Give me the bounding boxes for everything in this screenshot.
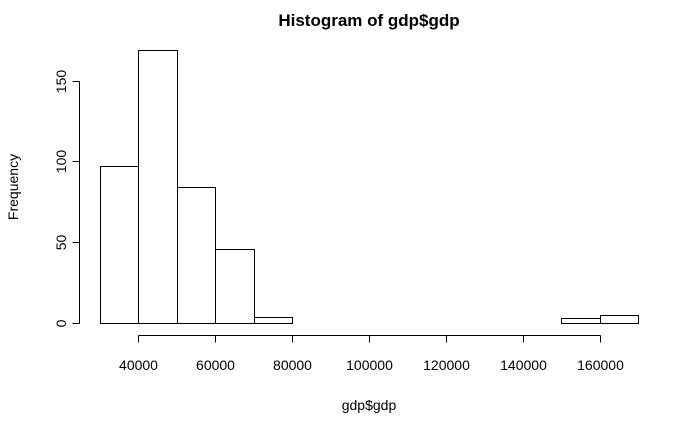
x-tick-label: 40000 [119,357,158,373]
x-axis: 40000 60000 80000 100000 120000 140000 160000 [119,335,624,373]
y-axis: 0 50 100 150 [53,70,80,327]
chart-title: Histogram of gdp$gdp [278,11,459,30]
histogram-bar [100,166,139,324]
x-tick-label: 120000 [423,357,470,373]
histogram-bar [215,249,255,324]
y-tick-label: 0 [53,319,69,327]
y-tick-label: 100 [53,150,69,174]
y-axis-label: Frequency [5,154,21,220]
histogram-bar [177,187,216,324]
bars-group [100,50,639,324]
x-tick-label: 160000 [577,357,624,373]
y-tick-label: 150 [53,70,69,94]
histogram-bar [138,50,178,324]
x-tick-label: 100000 [346,357,393,373]
x-axis-label: gdp$gdp [342,397,397,413]
x-tick-label: 140000 [500,357,547,373]
x-tick-label: 80000 [273,357,312,373]
histogram-bar [600,315,639,324]
x-tick-label: 60000 [196,357,235,373]
histogram-bar [254,317,293,324]
histogram-bar [561,318,601,324]
y-tick-label: 50 [53,235,69,251]
